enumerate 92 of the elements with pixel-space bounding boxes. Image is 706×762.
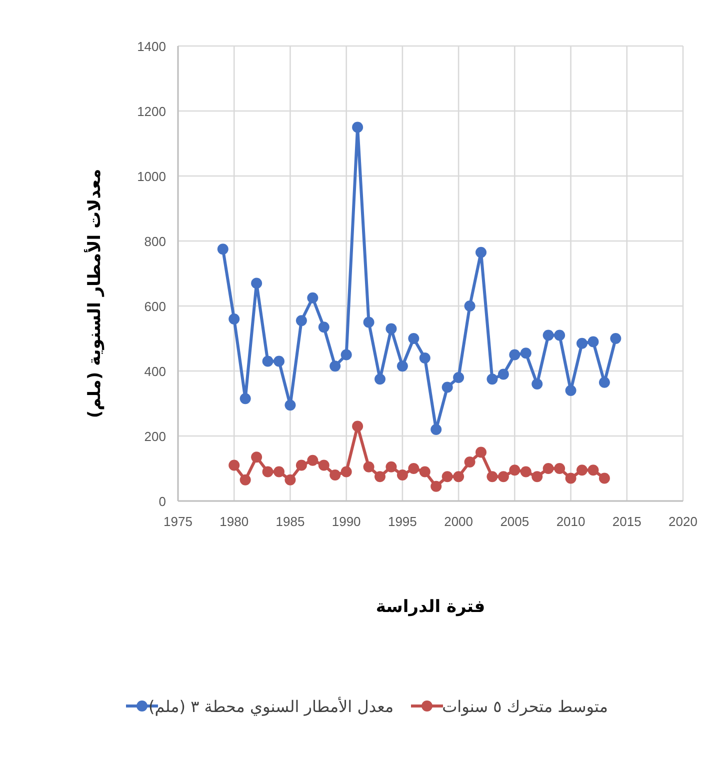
point (520, 466, 532, 478)
point (509, 464, 520, 476)
point (330, 360, 341, 372)
point (318, 460, 330, 471)
point (240, 474, 251, 486)
point (588, 464, 599, 476)
y-tick-label: 1200 (137, 104, 166, 119)
legend-label: متوسط متحرك ٥ سنوات (442, 697, 608, 716)
point (498, 471, 509, 482)
point (386, 461, 397, 472)
point (396, 360, 408, 372)
x-tick-label: 2005 (500, 514, 530, 529)
y-tick-label: 1400 (137, 39, 166, 54)
point (228, 314, 240, 324)
point (296, 460, 307, 471)
y-tick-label: 600 (144, 299, 166, 314)
point (284, 400, 296, 411)
point (588, 336, 599, 348)
point (352, 122, 364, 133)
x-tick-label: 2015 (612, 514, 642, 529)
x-tick-label: 1980 (220, 514, 249, 529)
point (274, 356, 284, 367)
x-tick-label: 1975 (164, 514, 192, 529)
x-tick-label: 2000 (444, 514, 474, 529)
legend-label: معدل الأمطار السنوي محطة ٣ (ملم) (148, 696, 394, 716)
point (274, 466, 284, 478)
point (217, 244, 228, 255)
point (430, 480, 442, 492)
point (318, 322, 330, 333)
point (532, 378, 543, 390)
point (340, 349, 352, 360)
point (498, 368, 509, 380)
point (419, 466, 430, 478)
point (453, 372, 464, 383)
x-tick-label: 1990 (332, 514, 361, 529)
point (363, 316, 374, 328)
point (408, 463, 420, 474)
point (610, 333, 622, 344)
point (251, 452, 262, 463)
point (240, 393, 251, 404)
point (464, 456, 476, 468)
y-tick-label: 0 (158, 494, 166, 509)
point (307, 292, 318, 304)
point (262, 356, 274, 367)
x-axis-title: فترة الدراسة (376, 597, 486, 617)
y-tick-label: 400 (144, 364, 166, 379)
point (476, 246, 486, 258)
y-tick-label: 800 (144, 234, 166, 249)
point (576, 464, 588, 476)
point (442, 382, 453, 393)
point (307, 454, 318, 466)
point (419, 352, 430, 364)
point (262, 466, 274, 478)
x-tick-label: 1985 (276, 514, 305, 529)
point (565, 385, 576, 396)
point (542, 330, 554, 341)
x-tick-label: 1995 (388, 514, 417, 529)
point (598, 376, 610, 388)
point (486, 374, 498, 385)
y-tick-label: 200 (144, 429, 166, 444)
point (464, 300, 476, 312)
y-tick-label: 1000 (137, 169, 166, 184)
point (476, 446, 486, 458)
point (565, 472, 576, 484)
point (453, 471, 464, 482)
point (352, 420, 364, 432)
y-axis-title: معدلات الأمطار السنوية (ملم) (83, 168, 105, 418)
point (486, 471, 498, 482)
point (509, 349, 520, 360)
point (374, 471, 386, 482)
point (598, 472, 610, 484)
point (228, 460, 240, 471)
point (374, 374, 386, 385)
point (430, 424, 442, 435)
point (542, 463, 554, 474)
point (386, 323, 397, 334)
point (251, 278, 262, 289)
point (330, 470, 341, 480)
point (532, 471, 543, 482)
point (396, 470, 408, 480)
point (520, 348, 532, 359)
point (408, 333, 420, 344)
point (340, 466, 352, 478)
point (284, 474, 296, 486)
point (442, 471, 453, 482)
point (363, 461, 374, 472)
point (554, 463, 566, 474)
point (576, 338, 588, 349)
x-tick-label: 2020 (668, 514, 698, 529)
x-tick-label: 2010 (556, 514, 586, 529)
point (554, 330, 566, 341)
point (296, 315, 307, 326)
